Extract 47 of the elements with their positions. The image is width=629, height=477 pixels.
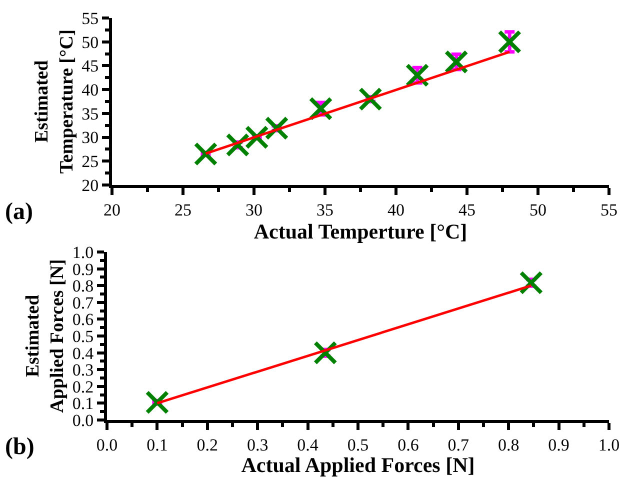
x-tick-label: 0.7 [448, 435, 470, 454]
x-axis-title: Actual Temperture [°C] [254, 219, 468, 244]
x-tick-label: 1.0 [598, 435, 620, 454]
point [145, 390, 170, 414]
y-tick-label: 0.0 [72, 410, 94, 430]
x-tick-label: 35 [316, 200, 334, 220]
x-tick-label: 0.4 [297, 435, 319, 454]
x-tick-label: 50 [530, 200, 546, 220]
y-tick-label: 20 [82, 176, 99, 195]
x-tick-label: 0.3 [246, 435, 268, 454]
point [498, 30, 522, 54]
x-axis-title: Actual Applied Forces [N] [241, 453, 475, 477]
text: (b) [5, 434, 34, 460]
x-tick-label: 0.6 [398, 435, 419, 454]
y-tick-label: 30 [82, 128, 99, 148]
text: (a) [5, 199, 33, 225]
y-axis-title: Estimated Temperature [°C] [32, 29, 78, 174]
x-tick-label: 20 [104, 200, 120, 220]
y-tick-label: 0.6 [72, 310, 94, 330]
point [194, 142, 218, 166]
y-tick-label: 55 [82, 8, 99, 28]
x-tick-label: 40 [388, 200, 404, 220]
y-axis-title: Estimated Applied Forces [N] [22, 259, 68, 413]
y-tick-label: 0.5 [72, 326, 94, 346]
y-tick-label: 0.3 [72, 360, 94, 380]
x-tick-label: 55 [600, 200, 618, 220]
y-tick-label: 0.8 [72, 276, 94, 296]
x-tick-label: 0.2 [196, 435, 218, 454]
x-tick-label: 0.9 [548, 435, 570, 454]
y-tick-label: 0.7 [72, 293, 94, 312]
x-tick-label: 0.1 [146, 435, 168, 454]
y-tick-label: 1.0 [72, 242, 94, 262]
x-tick-label: 0.8 [498, 435, 520, 454]
y-tick-label: 45 [82, 56, 99, 76]
y-tick-label: 50 [82, 32, 99, 52]
x-tick-label: 0.0 [96, 435, 118, 454]
y-tick-label: 25 [82, 152, 99, 172]
y-tick-label: 0.4 [72, 344, 94, 363]
y-tick-label: 0.2 [72, 377, 94, 396]
x-tick-label: 25 [174, 200, 192, 220]
x-tick-label: 0.5 [347, 435, 369, 454]
y-tick-label: 35 [82, 104, 99, 124]
y-tick-label: 0.1 [72, 394, 94, 414]
y-tick-label: 40 [82, 80, 99, 100]
x-tick-label: 45 [458, 200, 476, 220]
y-tick-label: 0.9 [72, 260, 94, 279]
x-tick-label: 30 [246, 200, 262, 220]
